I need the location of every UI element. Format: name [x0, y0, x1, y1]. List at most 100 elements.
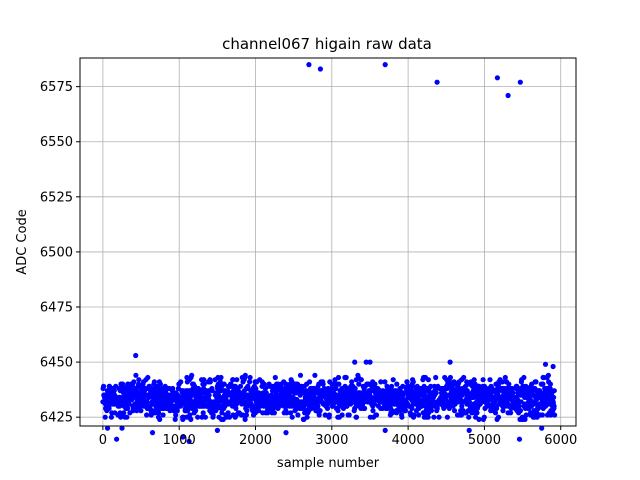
data-point: [537, 388, 543, 394]
data-point: [173, 412, 179, 418]
data-point: [539, 412, 546, 418]
data-point: [234, 377, 240, 383]
data-point: [431, 414, 437, 420]
data-point: [397, 408, 403, 414]
data-point: [320, 381, 326, 387]
data-point: [106, 405, 112, 411]
data-point: [434, 405, 440, 411]
data-point-outlier: [317, 66, 323, 72]
data-point: [157, 416, 163, 422]
y-tick-label: 6500: [40, 245, 73, 260]
axis-ticks: 0 1000 2000 3000 4000 5000 6000 6425 6450 6475 650…: [40, 80, 577, 448]
data-point: [444, 414, 450, 420]
data-point: [404, 379, 410, 385]
data-point: [131, 379, 137, 385]
data-point: [411, 412, 417, 418]
data-point: [221, 381, 227, 387]
data-point: [523, 412, 529, 418]
y-tick-label: 6550: [40, 135, 73, 150]
data-point: [551, 403, 557, 409]
data-point: [500, 408, 506, 414]
data-point: [156, 410, 162, 416]
data-point: [136, 377, 142, 383]
data-point: [195, 414, 201, 420]
data-point: [368, 394, 374, 400]
data-point: [399, 414, 405, 420]
data-point: [371, 401, 377, 407]
data-point: [370, 408, 376, 414]
data-point: [358, 377, 364, 383]
y-tick-label: 6575: [40, 80, 73, 95]
data-point-outlier: [306, 62, 312, 68]
data-point: [265, 410, 271, 416]
data-point: [242, 416, 248, 422]
y-tick-label: 6425: [40, 411, 73, 426]
data-point: [447, 374, 453, 381]
data-point-outlier: [434, 79, 440, 85]
data-point: [289, 414, 295, 420]
data-point: [551, 394, 557, 400]
data-point: [389, 410, 396, 416]
data-point: [217, 379, 223, 385]
data-point: [243, 412, 249, 418]
data-point: [552, 412, 558, 418]
data-point: [242, 372, 248, 378]
data-point: [362, 405, 368, 411]
data-point: [146, 394, 152, 400]
data-point: [206, 392, 212, 398]
data-point: [244, 408, 250, 414]
data-point: [225, 410, 231, 416]
data-point: [521, 374, 527, 381]
data-point: [124, 414, 130, 420]
y-axis-label: ADC Code: [15, 209, 30, 274]
data-point-outlier: [119, 425, 125, 431]
data-point: [425, 377, 431, 383]
x-tick-label: 5000: [468, 433, 501, 448]
x-tick-label: 3000: [315, 433, 348, 448]
data-point: [545, 372, 552, 378]
data-point-outlier: [447, 359, 453, 365]
data-point-outlier: [186, 438, 192, 444]
data-point: [308, 405, 314, 411]
data-point: [200, 410, 206, 416]
data-point: [202, 414, 208, 420]
data-point-outlier: [180, 434, 186, 440]
data-point: [247, 379, 253, 385]
data-point: [517, 408, 524, 414]
chart-title: channel067 higain raw data: [222, 35, 432, 53]
data-point: [343, 374, 349, 381]
data-point: [272, 374, 278, 381]
data-point: [295, 412, 301, 418]
data-point: [284, 410, 290, 416]
data-point: [540, 381, 546, 387]
data-point: [157, 381, 163, 387]
data-point: [433, 390, 439, 396]
data-point: [382, 379, 388, 385]
data-point: [422, 392, 428, 398]
x-tick-label: 2000: [239, 433, 272, 448]
data-point: [335, 408, 341, 414]
x-tick-label: 4000: [392, 433, 425, 448]
data-point: [425, 414, 431, 420]
data-point: [207, 379, 213, 385]
data-point: [508, 410, 514, 416]
data-point: [492, 399, 498, 405]
data-point: [333, 385, 339, 392]
data-point: [409, 405, 415, 411]
data-point: [532, 401, 538, 407]
data-point-outlier: [104, 425, 111, 431]
data-point: [307, 379, 313, 385]
data-point: [233, 405, 239, 411]
data-point: [174, 408, 180, 414]
data-point: [247, 374, 253, 381]
data-point: [476, 416, 482, 422]
data-point: [547, 381, 554, 387]
data-point: [223, 397, 229, 403]
data-point: [547, 385, 553, 392]
data-point: [389, 383, 395, 389]
y-tick-label: 6450: [40, 356, 73, 371]
data-point-outlier: [539, 425, 545, 431]
data-point-outlier: [367, 359, 373, 365]
data-point: [459, 403, 465, 409]
